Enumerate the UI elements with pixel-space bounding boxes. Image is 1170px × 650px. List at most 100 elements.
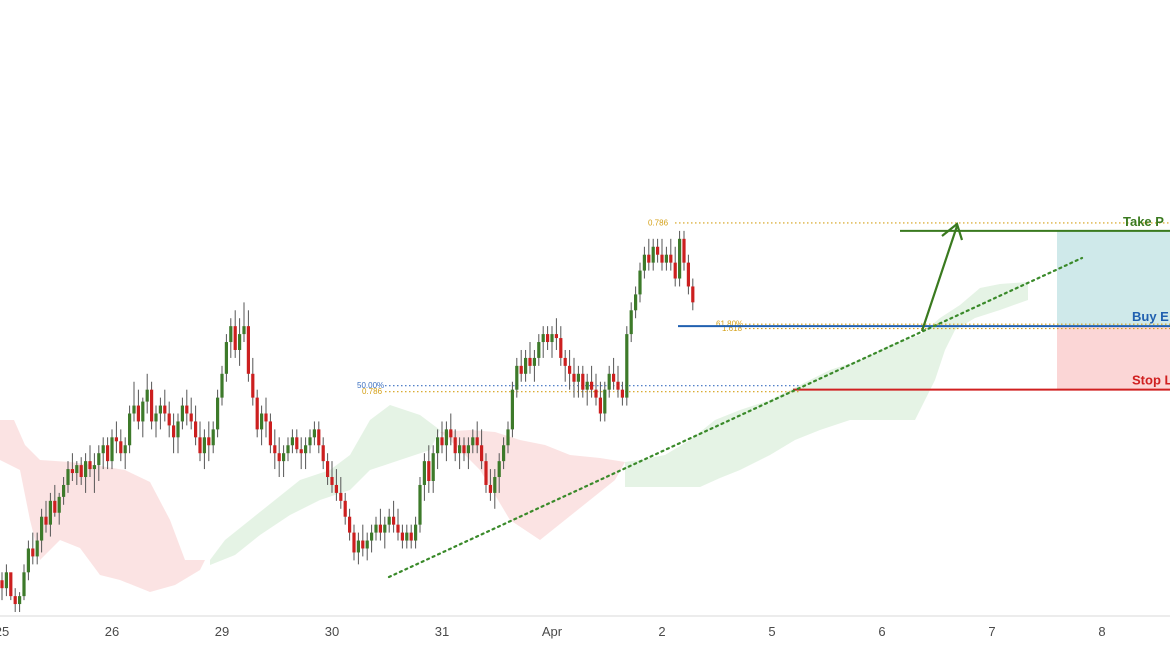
candle-body-down: [299, 449, 303, 454]
candle-body-down: [400, 532, 404, 541]
fib-level-label-3: 1.618: [722, 324, 743, 333]
candle-122: [532, 349, 536, 382]
candle-body-down: [185, 405, 189, 414]
candle-body-up: [229, 326, 233, 343]
candle-133: [581, 365, 585, 398]
candle-body-down: [334, 484, 338, 493]
candle-80: [348, 508, 352, 541]
candle-33: [141, 397, 145, 438]
candle-body-up: [154, 413, 158, 422]
candle-61: [264, 397, 268, 438]
candle-body-down: [136, 405, 140, 422]
candle-body-up: [651, 246, 655, 263]
candle-111: [484, 453, 488, 493]
candle-body-up: [4, 572, 8, 589]
candle-27: [114, 421, 118, 454]
annotations-layer: Take P Buy E Stop L: [387, 214, 1170, 579]
candle-128: [559, 326, 563, 366]
candle-body-down: [326, 461, 330, 478]
candle-body-up: [524, 357, 528, 374]
candle-145: [634, 286, 638, 319]
candle-51: [220, 365, 224, 406]
candle-53: [229, 318, 233, 358]
candle-18: [75, 461, 79, 485]
candle-body-up: [92, 465, 96, 470]
candle-48: [207, 421, 211, 462]
candle-30: [128, 405, 132, 454]
candle-52: [224, 334, 228, 382]
candle-body-down: [251, 373, 255, 398]
candle-46: [198, 421, 202, 462]
candle-body-up: [216, 397, 220, 430]
candle-49: [211, 421, 215, 454]
candle-body-up: [211, 429, 215, 446]
candle-114: [497, 453, 501, 493]
candle-body-down: [167, 413, 171, 426]
candle-body-down: [396, 524, 400, 533]
x-tick-label: 30: [325, 624, 339, 639]
candle-112: [488, 469, 492, 501]
candle-95: [414, 516, 418, 549]
candle-157: [686, 254, 690, 295]
candle-body-up: [40, 516, 44, 541]
candle-24: [101, 437, 105, 470]
candle-109: [475, 421, 479, 454]
stop-loss-zone: [1057, 326, 1170, 390]
candle-116: [506, 421, 510, 454]
candle-body-down: [647, 254, 651, 263]
candle-body-up: [356, 540, 360, 553]
candle-body-down: [207, 437, 211, 446]
candle-body-up: [75, 465, 79, 474]
candle-105: [458, 437, 462, 470]
candle-150: [656, 238, 660, 263]
candle-body-up: [634, 294, 638, 311]
candle-body-down: [119, 441, 123, 454]
candle-13: [53, 484, 57, 517]
candle-body-down: [233, 326, 237, 350]
candle-96: [418, 477, 422, 533]
candle-106: [462, 437, 466, 462]
candle-body-down: [343, 500, 347, 517]
candle-body-up: [220, 373, 224, 398]
candle-body-down: [612, 373, 616, 382]
candle-137: [598, 381, 602, 422]
candle-156: [682, 230, 686, 271]
candle-140: [612, 357, 616, 390]
candle-147: [642, 246, 646, 279]
candle-70: [304, 437, 308, 470]
candle-body-up: [312, 429, 316, 438]
candle-34: [145, 373, 149, 414]
candle-body-down: [581, 373, 585, 390]
candle-body-down: [462, 445, 466, 454]
candle-118: [515, 357, 519, 398]
candle-body-down: [480, 445, 484, 462]
candle-body-up: [537, 342, 541, 358]
candle-body-up: [603, 389, 607, 414]
candle-body-up: [383, 524, 387, 533]
candle-body-up: [493, 477, 497, 493]
candle-4: [13, 588, 17, 612]
take-profit-zone: [1057, 230, 1170, 327]
candle-124: [541, 326, 545, 358]
candle-57: [246, 310, 250, 382]
candle-body-down: [246, 326, 250, 374]
ichimoku-cloud-layer: [0, 282, 1028, 592]
candle-50: [216, 389, 220, 438]
candle-78: [339, 477, 343, 509]
candle-2: [4, 564, 8, 597]
candle-body-up: [387, 516, 391, 525]
candle-body-up: [128, 413, 132, 446]
x-tick-label: Apr: [542, 624, 563, 639]
candle-101: [440, 421, 444, 454]
candle-body-up: [123, 445, 127, 454]
candle-47: [202, 429, 206, 470]
candle-body-down: [255, 397, 259, 430]
candle-77: [334, 469, 338, 501]
fib-level-label-1: 0.786: [648, 218, 669, 227]
candle-87: [378, 508, 382, 541]
candle-93: [405, 524, 409, 549]
candle-134: [585, 373, 589, 406]
candle-body-up: [308, 437, 312, 446]
candle-131: [572, 357, 576, 398]
